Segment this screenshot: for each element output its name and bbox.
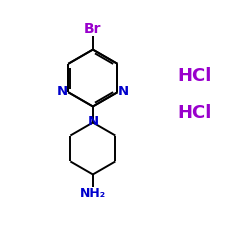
Text: HCl: HCl <box>177 104 212 122</box>
Text: Br: Br <box>84 22 102 36</box>
Text: N: N <box>87 115 99 128</box>
Text: N: N <box>57 84 68 98</box>
Text: N: N <box>117 84 128 98</box>
Text: NH₂: NH₂ <box>80 187 106 200</box>
Text: HCl: HCl <box>177 66 212 84</box>
